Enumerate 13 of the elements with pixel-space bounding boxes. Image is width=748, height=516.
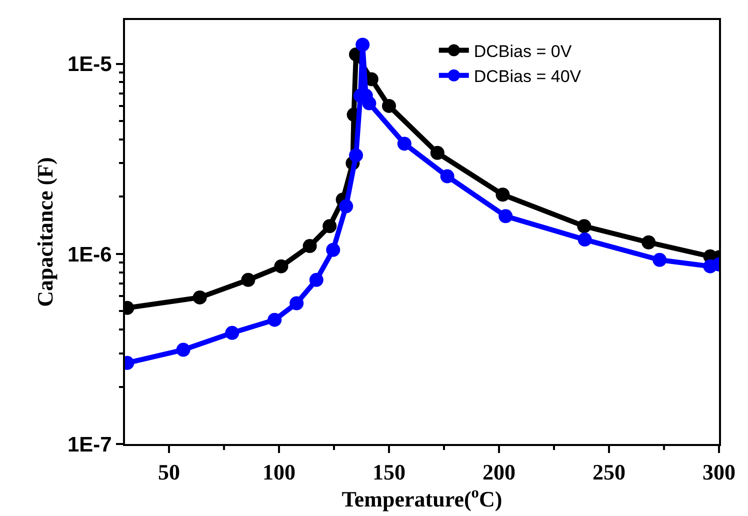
x-tick-label: 200 bbox=[482, 459, 516, 484]
x-tick-label: 100 bbox=[262, 459, 296, 484]
legend-label: DCBias = 0V bbox=[474, 42, 572, 61]
x-tick-label: 250 bbox=[592, 459, 626, 484]
x-tick-label: 50 bbox=[158, 459, 180, 484]
y-tick-label: 1E-7 bbox=[67, 433, 112, 456]
x-axis-title: Temperature($^{o}$C) bbox=[342, 484, 502, 512]
y-tick-label: 1E-5 bbox=[67, 53, 112, 76]
y-tick-label: 1E-6 bbox=[67, 243, 112, 266]
legend-label: DCBias = 40V bbox=[474, 67, 582, 86]
y-axis-title: Capacitance (F) bbox=[32, 157, 58, 307]
x-tick-label: 300 bbox=[702, 459, 736, 484]
x-tick-label: 150 bbox=[372, 459, 406, 484]
